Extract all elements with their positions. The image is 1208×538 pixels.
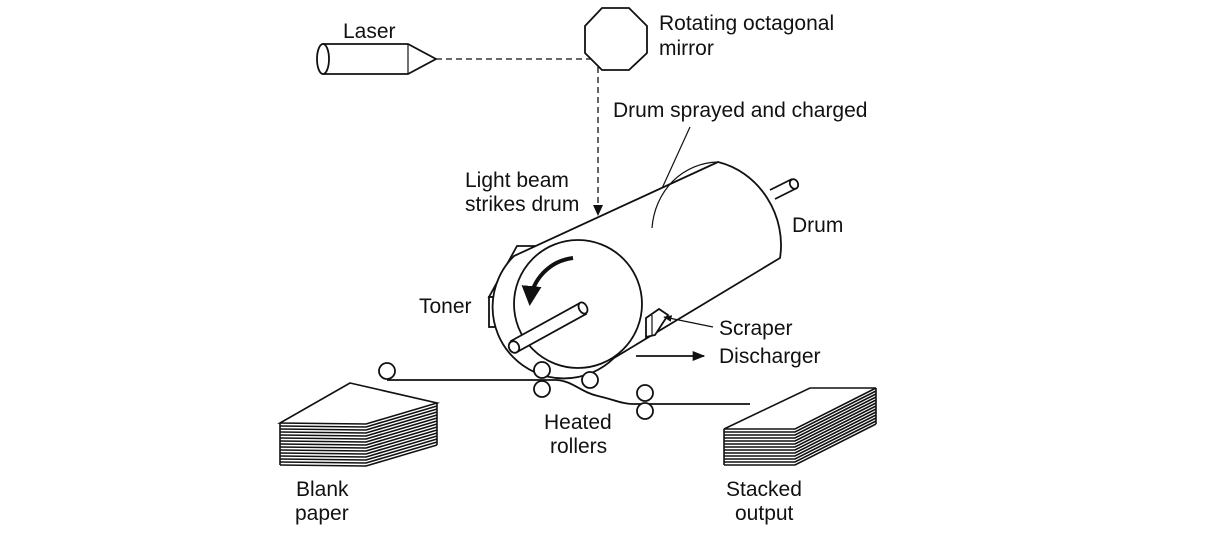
scraper (645, 307, 670, 339)
stack-top-sheet (277, 382, 441, 425)
rotation-arrow (521, 256, 574, 306)
stack-top-sheet (723, 387, 877, 430)
stack-sheet-edge (724, 390, 877, 433)
stack-sheet-edge (279, 438, 438, 461)
stack-sheet-edge (724, 396, 877, 439)
stack-sheet-edge (279, 414, 438, 437)
output-roller-top (636, 384, 654, 402)
stack-sheet-edge (279, 435, 438, 458)
stacked-output-label-line1: Stacked (726, 478, 802, 501)
stack-sheet-edge (279, 420, 438, 443)
drum-label: Drum (792, 214, 843, 237)
scraper-label: Scraper (719, 317, 793, 340)
stack-sheet-edge (279, 405, 438, 428)
heated-roller-bottom-1 (533, 380, 551, 398)
stack-sheet-edge (279, 411, 438, 434)
paper-path (387, 379, 750, 405)
light-beam-label-line1: Light beam (465, 169, 569, 192)
drum-sprayed-label: Drum sprayed and charged (613, 99, 867, 122)
stack-sheet-edge (724, 408, 877, 451)
stack-sheet-edge (724, 411, 877, 454)
beam-arrowhead (593, 205, 603, 216)
rotating-octagonal-mirror (584, 7, 648, 71)
heated-rollers-label-line1: Heated (544, 411, 612, 434)
stack-sheet-edge (724, 414, 877, 457)
heated-roller-top-1 (533, 361, 551, 379)
laser-label: Laser (343, 20, 396, 43)
feed-roller (378, 362, 396, 380)
stack-sheet-edge (724, 417, 877, 460)
stack-sheet-edge (724, 399, 877, 442)
rollers (378, 361, 654, 420)
stack-sheet-edge (279, 441, 438, 464)
stacked-output (723, 387, 877, 466)
drum-axle-front (507, 301, 589, 354)
toner-label: Toner (419, 295, 472, 318)
stack-sheet-edge (724, 423, 877, 466)
stack-sheet-edge (724, 393, 877, 436)
drum-axle-back (769, 178, 800, 200)
stack-sheet-edge (279, 423, 438, 446)
mirror-label-line1: Rotating octagonal (659, 12, 834, 35)
scraper-pointer (663, 315, 714, 328)
mirror-label-line2: mirror (659, 37, 714, 60)
stack-sheet-edge (279, 444, 438, 467)
stack-sheet-edge (279, 432, 438, 455)
stack-sheet-edge (724, 420, 877, 463)
stack-sheet-edge (724, 405, 877, 448)
light-beam-label-line2: strikes drum (465, 193, 579, 216)
stacked-output-label-line2: output (735, 502, 794, 525)
blank-paper-label-line2: paper (295, 502, 349, 525)
output-roller-bottom (636, 402, 654, 420)
laser (316, 43, 438, 75)
stack-sheet-edge (279, 429, 438, 452)
discharger-label: Discharger (719, 345, 821, 368)
blank-paper-stack (277, 382, 441, 467)
stack-sheet-edge (279, 417, 438, 440)
stack-sheet-edge (279, 426, 438, 449)
blank-paper-label-line1: Blank (296, 478, 349, 501)
stack-sheet-edge (724, 402, 877, 445)
stack-sheet-edge (279, 408, 438, 431)
heated-rollers-label-line2: rollers (550, 435, 607, 458)
heated-roller-top-2 (581, 371, 599, 389)
